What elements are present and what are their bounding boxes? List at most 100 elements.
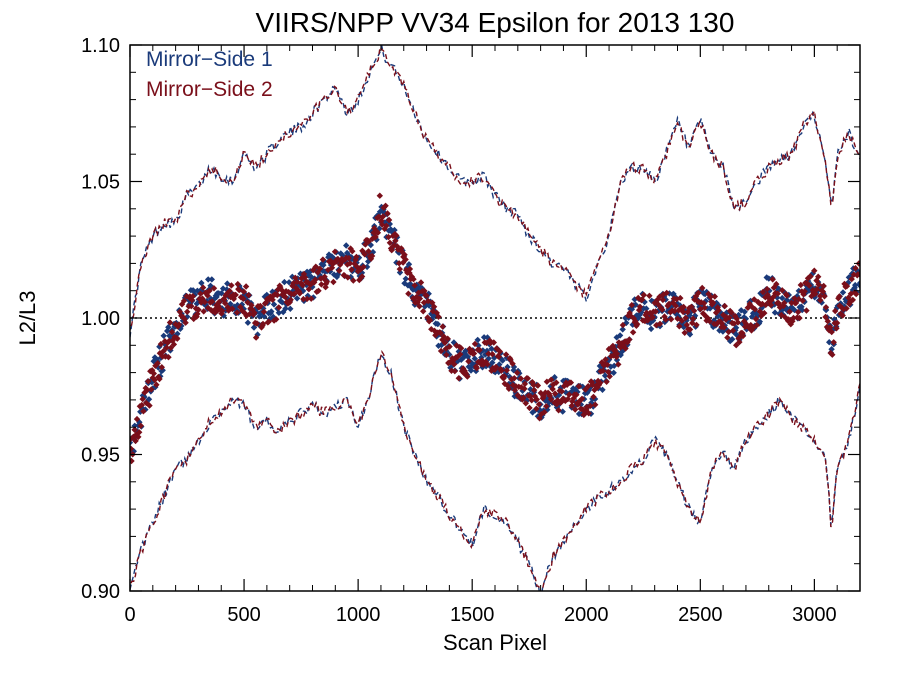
data-point [771, 309, 779, 316]
data-point [791, 295, 798, 302]
data-point [792, 299, 800, 307]
data-point [646, 292, 653, 299]
data-point [192, 305, 200, 312]
data-point [712, 309, 720, 316]
data-point [723, 309, 730, 316]
data-point [799, 297, 806, 304]
data-point [250, 324, 258, 331]
data-point [396, 265, 403, 273]
data-point [699, 284, 706, 292]
data-point [252, 334, 260, 341]
data-point [682, 314, 689, 322]
data-point [815, 281, 822, 288]
data-point [677, 302, 684, 309]
data-point [623, 319, 630, 327]
data-point [517, 375, 525, 382]
data-point [260, 313, 268, 320]
data-point [379, 213, 387, 220]
data-point [531, 386, 538, 394]
data-point [344, 274, 351, 281]
data-point [628, 301, 635, 309]
data-point [417, 279, 425, 286]
data-point [132, 437, 139, 445]
data-point [300, 295, 307, 303]
data-point [451, 361, 458, 368]
data-point [664, 308, 671, 315]
data-point [282, 305, 289, 312]
data-point [782, 314, 789, 321]
data-point [430, 303, 438, 310]
data-point [505, 385, 513, 392]
data-point [616, 332, 624, 339]
data-point [810, 289, 817, 296]
data-point [839, 289, 847, 296]
data-point [736, 338, 743, 346]
data-point [348, 266, 355, 273]
envelope-layer [130, 45, 860, 591]
data-point [710, 317, 718, 324]
data-point [385, 216, 393, 224]
data-point [383, 222, 390, 229]
data-point [765, 275, 772, 282]
data-point [589, 381, 596, 389]
data-point [739, 320, 746, 327]
data-point [393, 232, 400, 239]
data-point [602, 356, 609, 363]
data-point [611, 362, 618, 369]
data-point [145, 378, 152, 385]
data-point [246, 310, 253, 318]
data-point [170, 341, 178, 348]
data-point [619, 321, 627, 329]
data-point [384, 210, 391, 217]
data-point [365, 238, 372, 245]
data-point [726, 314, 733, 321]
data-point [547, 383, 554, 390]
data-point [769, 276, 776, 283]
data-point [610, 369, 617, 376]
data-point [146, 402, 153, 409]
data-point [587, 384, 594, 391]
data-point [656, 293, 663, 300]
data-point [346, 260, 354, 267]
data-point [645, 315, 652, 322]
data-point [781, 299, 788, 307]
data-point [402, 275, 409, 282]
data-point [514, 392, 521, 399]
data-point [238, 301, 246, 308]
data-point [133, 415, 141, 423]
data-point [813, 286, 820, 293]
data-point [762, 301, 769, 309]
data-point [626, 309, 633, 317]
data-point [579, 406, 586, 413]
data-point [160, 332, 167, 339]
data-point [828, 328, 835, 336]
data-point [375, 213, 383, 220]
data-point [218, 290, 225, 297]
data-point [495, 353, 503, 360]
data-point [853, 290, 860, 298]
x-tick-label: 500 [227, 604, 260, 626]
data-point [635, 294, 642, 302]
data-point [529, 409, 536, 416]
data-point [526, 404, 533, 412]
data-point [739, 332, 747, 340]
data-point [167, 344, 175, 351]
data-point [665, 305, 672, 313]
data-point [553, 379, 560, 386]
data-point [801, 288, 808, 295]
data-point [216, 298, 223, 306]
data-point [240, 288, 247, 295]
data-point [573, 391, 580, 398]
data-point [275, 304, 282, 311]
data-point [394, 246, 402, 253]
data-point [655, 301, 662, 308]
data-point [405, 261, 413, 268]
data-point [774, 294, 781, 301]
data-point [350, 277, 357, 284]
data-point [502, 351, 510, 358]
data-point [131, 426, 138, 433]
data-point [130, 445, 135, 452]
data-point [457, 345, 465, 352]
y-tick-label: 1.05 [81, 172, 120, 194]
data-point [581, 411, 588, 418]
